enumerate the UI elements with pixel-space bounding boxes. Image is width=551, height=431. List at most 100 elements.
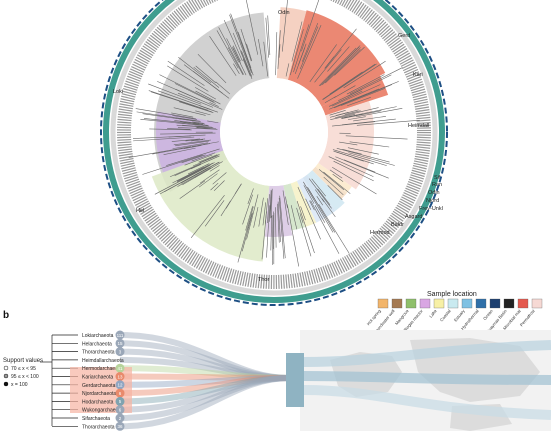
tree-branch	[291, 21, 303, 62]
tree-branch	[171, 112, 194, 118]
tree-branch	[247, 214, 253, 231]
count-badge-label: 2	[119, 416, 122, 421]
tree-branch	[191, 152, 216, 162]
tree-branch	[253, 207, 259, 228]
tree-branch	[209, 35, 237, 76]
tree-branch	[301, 0, 320, 52]
tree-branch	[246, 43, 253, 61]
tree-branch	[178, 101, 214, 113]
flow-band	[119, 340, 291, 381]
tree-branch	[199, 105, 218, 113]
tree-branch	[213, 180, 225, 192]
tree-branch	[335, 156, 389, 179]
tree-branch	[225, 183, 242, 209]
clade-label-freyr: Frey-Unkl	[419, 206, 443, 212]
tree-branch	[173, 107, 206, 116]
tree-branch	[167, 60, 205, 86]
tree-branch	[262, 202, 266, 226]
tree-branch	[215, 81, 231, 95]
legend-swatch	[475, 298, 487, 309]
tree-branch	[177, 162, 214, 182]
tree-branch	[148, 90, 209, 111]
tree-branch	[323, 176, 344, 196]
tree-branch	[192, 121, 204, 124]
tree-branch	[316, 196, 324, 206]
tree-branch	[343, 60, 386, 89]
tree-branch	[173, 117, 202, 123]
tree-branch	[294, 47, 306, 74]
tree-branch	[327, 185, 343, 201]
tree-branch	[303, 181, 334, 233]
tree-branch	[275, 207, 277, 248]
panel-b-clade-label: Heimdallarchaeota	[82, 358, 124, 364]
clade-label-hermod: Hermod	[370, 230, 390, 236]
tree-branch	[197, 53, 227, 84]
support-value-label: 95 ≤ x < 100	[11, 374, 39, 380]
support-values-title: Support values	[3, 358, 43, 364]
tree-branch	[347, 97, 371, 107]
tree-branch	[173, 139, 211, 146]
tree-branch	[144, 118, 200, 125]
support-value-label: 70 ≤ x < 95	[11, 366, 36, 372]
tree-branch	[178, 57, 212, 84]
clade-label-njord: Njord	[426, 198, 439, 204]
count-badge-label: 13	[117, 374, 123, 379]
tree-branch	[199, 169, 220, 184]
clade-sector-gerd	[287, 10, 386, 107]
tree-branch	[270, 188, 273, 218]
tree-branch	[347, 116, 366, 120]
tree-branch	[305, 198, 312, 211]
tree-branch	[353, 157, 364, 162]
panel-b-clade-label: Hodarchaeota	[82, 399, 114, 405]
panel-b-clade-label: Thorarchaeota	[82, 424, 115, 430]
tree-branch	[348, 152, 395, 166]
tree-branch	[227, 47, 244, 75]
tree-branch	[318, 169, 345, 191]
tree-branch	[164, 161, 220, 193]
tree-branch	[270, 215, 273, 251]
flow-band	[119, 373, 291, 381]
tree-branch	[190, 195, 225, 238]
count-badge-label: 36	[117, 424, 123, 429]
tree-branch	[232, 47, 247, 76]
flow-band	[119, 332, 291, 381]
tree-branch	[172, 142, 208, 149]
tree-branch	[193, 123, 208, 126]
panel-b-clade-label: Gerdarchaeota	[82, 383, 116, 389]
tree-branch	[343, 159, 376, 173]
tree-branch	[325, 49, 361, 84]
tree-branch	[209, 165, 220, 172]
tree-branch	[195, 110, 211, 116]
tree-branch	[281, 0, 288, 52]
tree-branch	[269, 189, 272, 222]
tree-branch	[334, 46, 365, 76]
tree-branch	[318, 47, 357, 87]
count-badge	[115, 380, 125, 390]
clade-sector-asgard	[290, 180, 317, 228]
flow-band	[119, 375, 291, 388]
legend-swatch	[377, 298, 389, 309]
count-badge-label: 111	[117, 333, 124, 338]
tree-branch	[245, 0, 259, 55]
tree-branch	[314, 49, 342, 83]
flow-band	[119, 365, 291, 381]
clade-label-asgard: Asgard	[405, 214, 422, 220]
outermost-ring	[100, 0, 448, 306]
count-badge	[115, 405, 125, 415]
tree-branch	[177, 92, 214, 108]
tree-branch	[263, 41, 268, 77]
support-value-label: x = 100	[11, 382, 28, 388]
clade-label-baldr: Baldr	[391, 222, 404, 228]
count-badge	[115, 347, 125, 357]
tree-branch	[349, 141, 390, 148]
tree-branch	[308, 188, 336, 233]
tree-branch	[310, 200, 340, 254]
tree-branch	[142, 154, 203, 175]
tree-branch	[167, 128, 191, 130]
legend-swatch	[447, 298, 459, 309]
tree-branch	[266, 205, 270, 258]
tree-branch	[226, 38, 239, 63]
tree-branch	[269, 190, 272, 219]
panel-b-clade-label: Kariarchaeota	[82, 375, 113, 381]
